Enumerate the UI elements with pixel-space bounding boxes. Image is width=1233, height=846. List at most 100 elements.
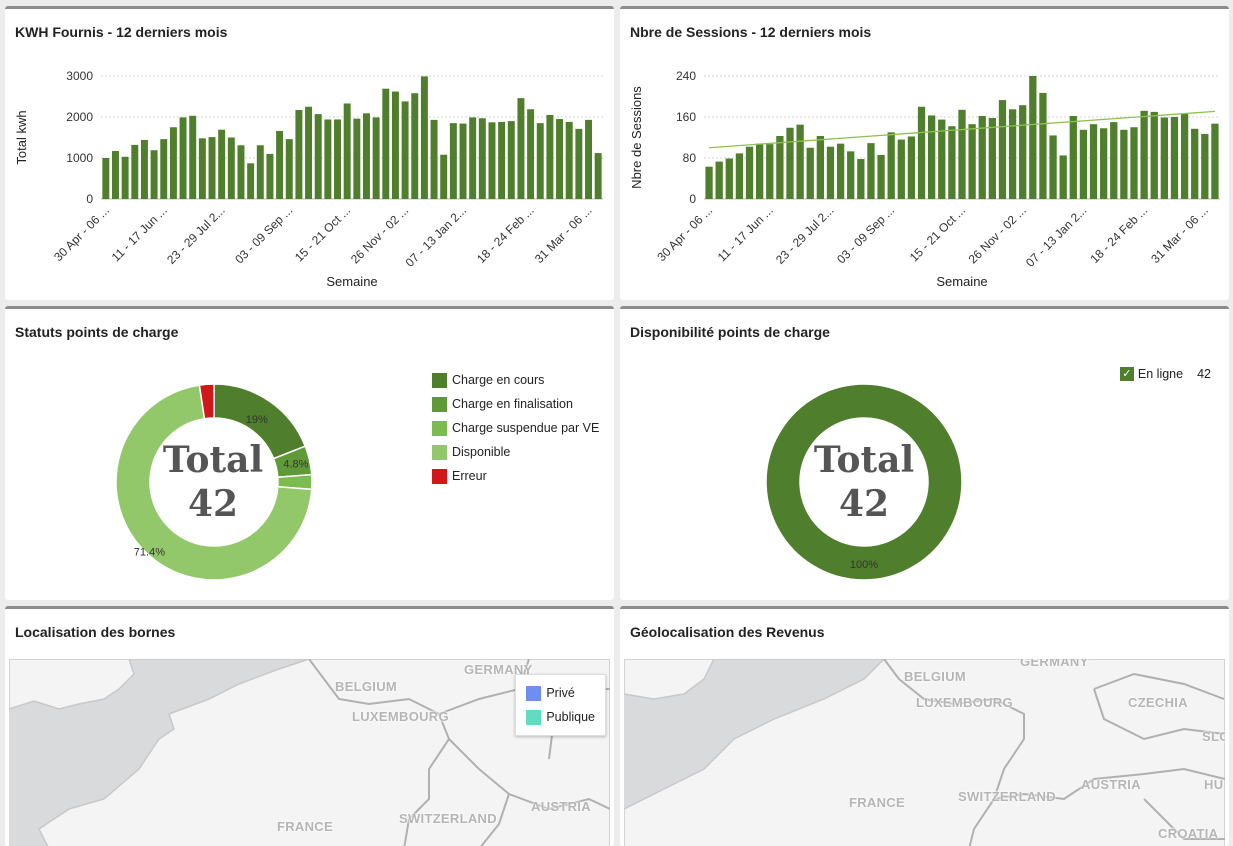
- x-tick-label: 15 - 21 Oct ...: [907, 203, 968, 264]
- legend-item-publique[interactable]: Publique: [526, 705, 595, 729]
- bar: [546, 114, 554, 199]
- map-label: SLO: [1202, 729, 1225, 744]
- bar: [256, 145, 264, 199]
- bar: [324, 119, 332, 199]
- legend-swatch: [432, 372, 447, 388]
- bar: [1100, 128, 1108, 199]
- map-label: AUSTRIA: [1081, 777, 1141, 792]
- legend-item-prive[interactable]: Privé: [526, 681, 595, 705]
- bar: [1039, 92, 1047, 199]
- dispo-legend-item[interactable]: ✓ En ligne 42: [1119, 367, 1211, 381]
- bar: [594, 153, 602, 199]
- panel-title: Localisation des bornes: [15, 624, 176, 640]
- map-localisation[interactable]: GERMANY BELGIUM LUXEMBOURG FRANCE SWITZE…: [9, 659, 610, 846]
- x-tick-label: 11 - 17 Jun ...: [109, 203, 170, 264]
- dispo-donut-chart[interactable]: 100%: [620, 309, 1229, 600]
- map-label: GERMANY: [1020, 659, 1089, 669]
- bar: [160, 139, 168, 199]
- bar: [314, 114, 322, 199]
- x-tick-label: 26 Nov - 02 ...: [348, 203, 411, 266]
- panel-title: KWH Fournis - 12 derniers mois: [15, 24, 228, 40]
- slice-label: 4.8%: [283, 458, 308, 470]
- bar: [978, 115, 986, 199]
- y-tick-label: 0: [86, 192, 93, 206]
- legend-label: Privé: [546, 686, 575, 700]
- bar: [401, 101, 409, 199]
- bar: [1089, 124, 1098, 199]
- bar: [745, 146, 754, 199]
- map-label: FRANCE: [277, 819, 333, 834]
- legend-item[interactable]: Disponible: [432, 440, 599, 464]
- legend-swatch: [432, 468, 447, 484]
- bar: [877, 154, 885, 199]
- map-label: SWITZERLAND: [958, 789, 1056, 804]
- statuts-donut-chart[interactable]: 19% 4.8% 71.4%: [5, 309, 614, 600]
- donut-total-label: Total: [813, 439, 915, 481]
- bar: [208, 137, 216, 199]
- legend-item[interactable]: Erreur: [432, 464, 599, 488]
- x-tick-label: 23 - 29 Jul 2...: [164, 203, 228, 267]
- bar: [715, 161, 723, 199]
- bar: [517, 98, 525, 199]
- x-axis-title: Semaine: [326, 274, 377, 289]
- bar: [1170, 117, 1179, 199]
- statuts-legend: Charge en cours Charge en finalisation Cha…: [432, 368, 599, 488]
- bar: [295, 110, 303, 199]
- slice-label: 71.4%: [134, 547, 165, 559]
- bar: [796, 124, 804, 199]
- bar: [121, 156, 129, 199]
- bar: [536, 123, 544, 199]
- bar: [887, 132, 895, 199]
- bar: [556, 119, 564, 199]
- bar: [988, 118, 996, 199]
- bar: [411, 93, 419, 199]
- legend-item[interactable]: Charge en cours: [432, 368, 599, 392]
- donut-total: Total 42: [804, 438, 924, 526]
- bar: [498, 121, 506, 199]
- border-line: [480, 793, 510, 846]
- bar: [1049, 135, 1057, 199]
- bar: [836, 143, 845, 199]
- bar: [189, 115, 197, 199]
- slice-label: 100%: [850, 559, 878, 571]
- legend-item[interactable]: Charge suspendue par VE: [432, 416, 599, 440]
- bar: [469, 117, 477, 199]
- checkbox-icon[interactable]: ✓: [1119, 367, 1134, 381]
- bar: [1069, 115, 1077, 199]
- x-tick-label: 23 - 29 Jul 2...: [773, 203, 837, 267]
- legend-label: Erreur: [452, 469, 487, 483]
- bar: [420, 76, 428, 199]
- map-geoloc[interactable]: GERMANY BELGIUM LUXEMBOURG CZECHIA FRANC…: [624, 659, 1225, 846]
- bar: [372, 117, 380, 199]
- donut-total-value: 42: [187, 483, 239, 525]
- y-axis-title: Total kwh: [14, 110, 29, 164]
- panel-statuts: Statuts points de charge 19% 4.8% 71.4% To…: [5, 306, 614, 600]
- bar: [1110, 122, 1118, 199]
- bar: [169, 127, 177, 199]
- bar: [237, 145, 245, 199]
- bar: [1180, 113, 1189, 199]
- bar: [826, 146, 835, 199]
- bar: [1140, 110, 1148, 199]
- bar: [1019, 105, 1027, 199]
- bar: [725, 158, 733, 199]
- x-tick-label: 26 Nov - 02 ...: [966, 203, 1029, 266]
- bar: [179, 117, 187, 199]
- legend-item[interactable]: Charge en finalisation: [432, 392, 599, 416]
- map-label: AUSTRIA: [531, 799, 591, 814]
- bar: [857, 159, 865, 199]
- y-tick-label: 240: [676, 69, 696, 83]
- x-tick-label: 18 - 24 Feb ...: [1088, 203, 1151, 266]
- bar: [1191, 128, 1199, 199]
- map-shapes: [9, 659, 610, 846]
- border-line: [883, 659, 1025, 846]
- uk-coast: [624, 659, 715, 700]
- kwh-bar-chart[interactable]: 0 1000 2000 3000 30 Apr - 06 ...11 - 17 Jun …: [5, 9, 614, 300]
- map-label: CROATIA: [1158, 826, 1219, 841]
- bar: [806, 147, 814, 199]
- bar: [363, 113, 370, 199]
- bar: [527, 109, 535, 199]
- map-label: LUXEMBOURG: [916, 695, 1013, 710]
- legend-label: Publique: [546, 710, 595, 724]
